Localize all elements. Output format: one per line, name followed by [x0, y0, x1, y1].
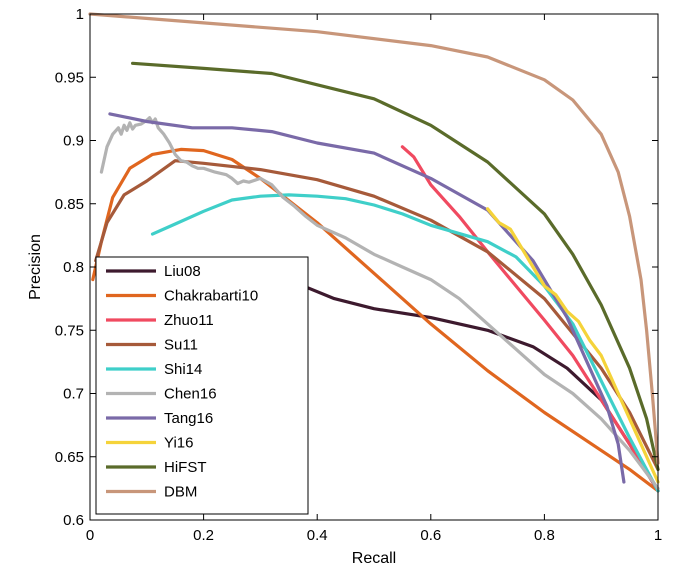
x-tick-label: 0.6 [420, 527, 441, 544]
x-tick-label: 0.8 [534, 527, 555, 544]
legend-label-su11: Su11 [164, 337, 198, 354]
series-line-tang16 [108, 112, 626, 484]
y-tick-label: 0.7 [63, 386, 84, 403]
legend-label-yi16: Yi16 [164, 435, 193, 452]
y-tick-label: 0.65 [55, 449, 84, 466]
legend-label-liu08: Liu08 [164, 263, 201, 280]
legend-label-tang16: Tang16 [164, 410, 213, 427]
legend-label-dbm: DBM [164, 484, 197, 501]
y-tick-label: 1 [76, 6, 84, 23]
y-tick-label: 0.6 [63, 512, 84, 529]
y-tick-label: 0.95 [55, 69, 84, 86]
legend-box [95, 256, 309, 515]
axes [89, 13, 659, 521]
y-tick-label: 0.85 [55, 196, 84, 213]
legend-label-chen16: Chen16 [164, 386, 217, 403]
y-tick-label: 0.75 [55, 322, 84, 339]
legend: Liu08 Chakrabarti10 Zhuo11 Su11 Shi14 Chen16 T… [95, 256, 309, 515]
x-tick-label: 0.2 [193, 527, 214, 544]
series-lines [88, 12, 660, 493]
series-line-hifst [131, 61, 660, 471]
legend-label-shi14: Shi14 [164, 361, 202, 378]
series-line-chen16 [99, 116, 660, 490]
tick-labels: 0 0.2 0.4 0.6 0.8 1 0.6 0.65 0.7 0.75 0.8 0.85 0.9 0.… [55, 6, 662, 544]
x-axis-label: Recall [352, 550, 396, 567]
y-tick-label: 0.9 [63, 133, 84, 150]
legend-label-zhuo11: Zhuo11 [164, 312, 214, 329]
legend-label-hifst: HiFST [164, 459, 207, 476]
y-tick-label: 0.8 [63, 259, 84, 276]
x-tick-label: 0.4 [307, 527, 328, 544]
series-line-yi16 [486, 207, 660, 484]
x-tick-label: 0 [86, 527, 94, 544]
y-axis-label: Precision [27, 234, 44, 300]
x-tick-label: 1 [654, 527, 662, 544]
legend-label-chakrabarti10: Chakrabarti10 [164, 288, 258, 305]
series-line-dbm [88, 12, 660, 465]
series-line-shi14 [150, 193, 660, 493]
